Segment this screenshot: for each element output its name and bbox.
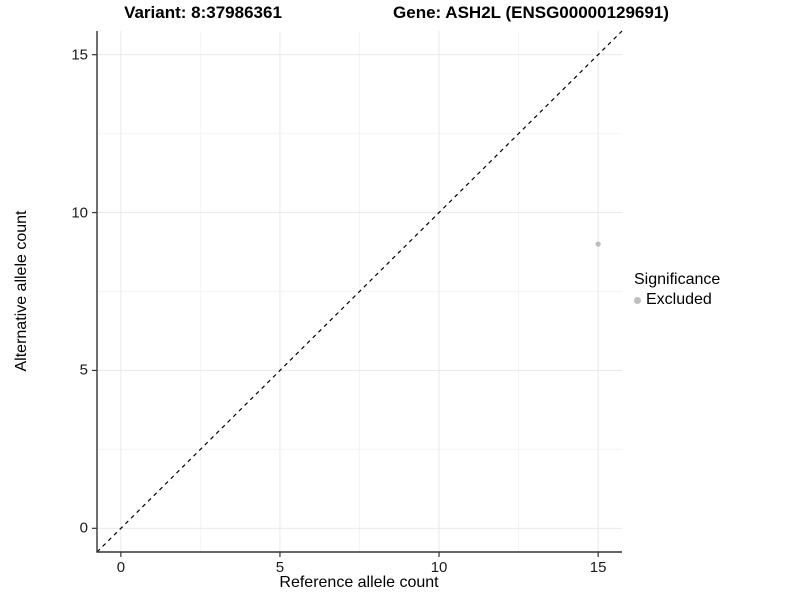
x-axis-title: Reference allele count — [279, 574, 439, 591]
x-tick-label: 10 — [430, 559, 448, 576]
y-tick-label: 15 — [71, 46, 88, 64]
x-tick-label: 0 — [116, 559, 126, 576]
gene-title: Gene: ASH2L (ENSG00000129691) — [393, 3, 669, 22]
excluded-point-icon — [634, 296, 641, 304]
data-point — [595, 241, 601, 247]
legend: Significance Excluded — [634, 271, 720, 309]
y-axis-title: Alternative allele count — [13, 210, 30, 372]
legend-item-label: Excluded — [646, 291, 712, 308]
legend-title: Significance — [634, 271, 721, 288]
legend-item-excluded: Excluded — [634, 291, 720, 309]
x-tick-label: 5 — [275, 559, 285, 576]
variant-title: Variant: 8:37986361 — [124, 3, 282, 22]
y-tick-label: 0 — [79, 519, 88, 537]
y-tick-label: 10 — [71, 204, 88, 222]
y-tick-label: 5 — [79, 361, 88, 379]
x-tick-label: 15 — [589, 559, 607, 576]
identity-dashed-line — [96, 30, 623, 553]
